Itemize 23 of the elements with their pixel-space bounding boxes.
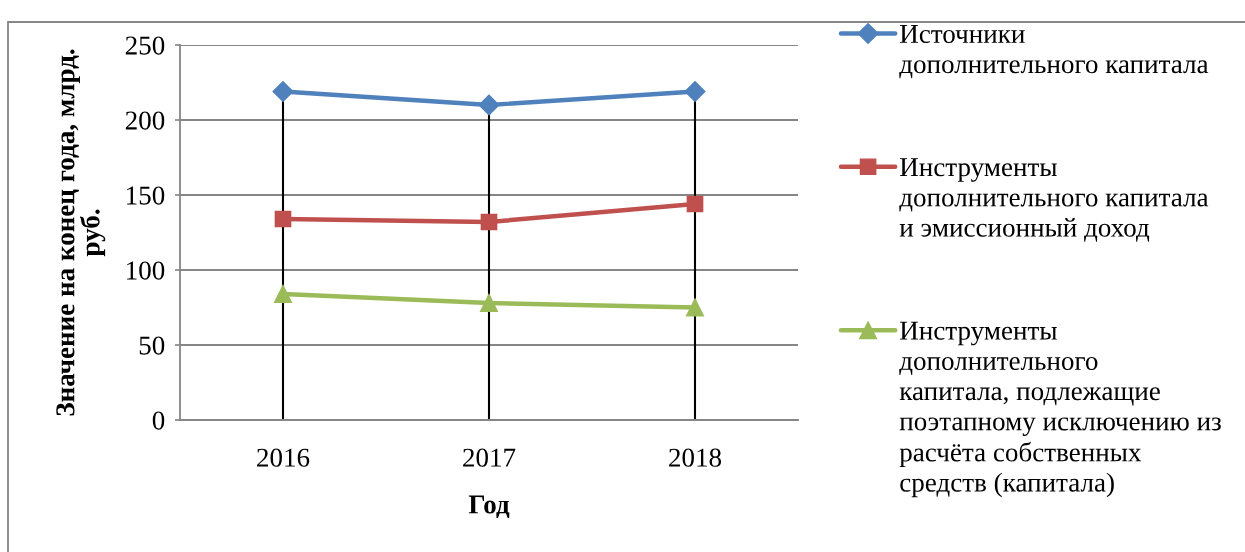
- point: [272, 80, 294, 103]
- point: [274, 210, 292, 228]
- y-tick-label: 250: [125, 36, 165, 55]
- point: [685, 298, 705, 317]
- x-tick-label: 2018: [669, 448, 722, 467]
- legend-label: Источники дополнительного капитала: [899, 25, 1209, 79]
- x-tick-label: 2017: [463, 448, 516, 467]
- y-tick-label: 0: [152, 411, 165, 430]
- legend-label: Инструменты дополнительного капитала и эмиссионный доход: [899, 158, 1209, 242]
- y-tick-label: 150: [127, 186, 165, 205]
- point: [684, 80, 706, 103]
- x-tick-label: 2016: [257, 448, 310, 467]
- legend-label: Инструменты дополнительного капитала, подлежащие поэтапному исключению из расчёта собственных средств (капитала): [899, 321, 1221, 498]
- x-axis-title: Год: [468, 495, 510, 519]
- y-tick-label: 50: [139, 336, 165, 355]
- point: [478, 94, 500, 116]
- point: [480, 213, 498, 231]
- y-tick-label: 200: [125, 111, 165, 130]
- point: [273, 284, 293, 304]
- y-tick-label: 100: [127, 261, 165, 280]
- y-axis-title: Значение на конец года, млрд. руб.: [56, 49, 106, 416]
- point: [686, 195, 704, 213]
- point: [479, 293, 499, 313]
